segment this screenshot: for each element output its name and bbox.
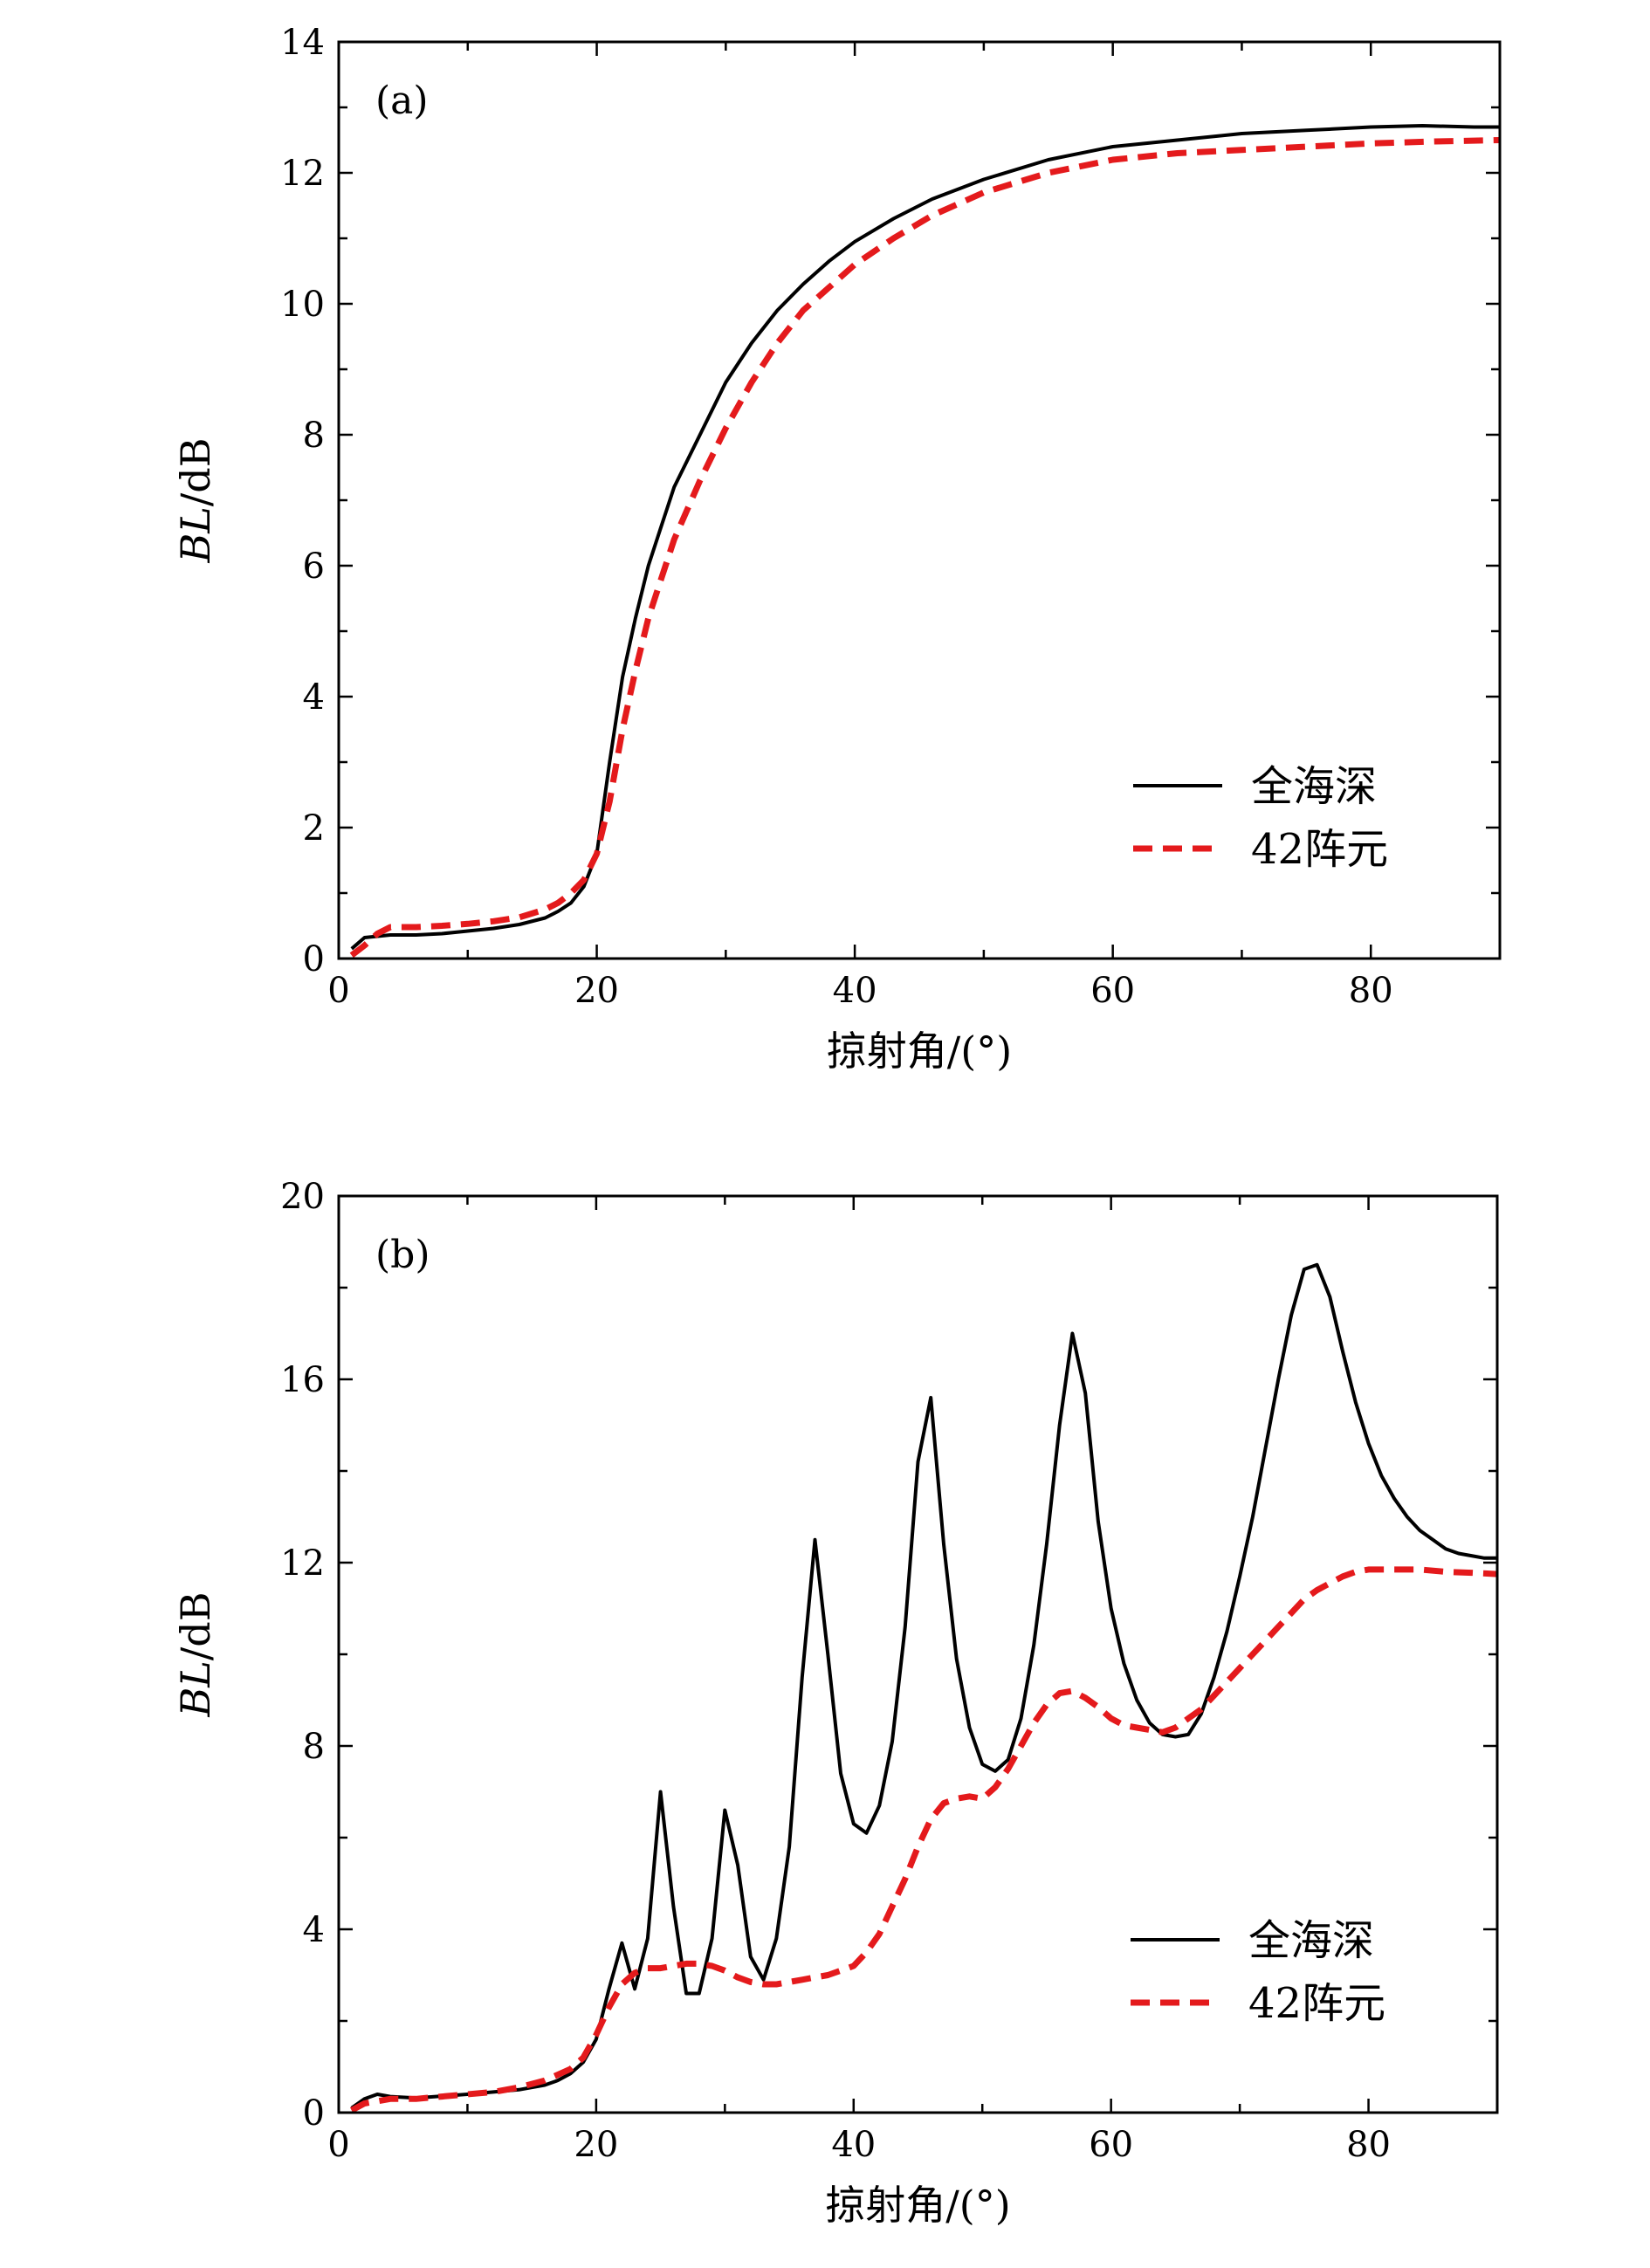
series-line-full-depth <box>350 124 1500 951</box>
y-tick-label: 16 <box>280 1360 325 1400</box>
x-tick-label: 0 <box>327 971 349 1011</box>
panel-b: 0 20 40 60 80 0 4 8 12 16 20 (b) 掠射角/(°) BL/dB 全海深 42阵元 <box>172 1177 1499 2229</box>
x-tick-label: 60 <box>1090 971 1135 1011</box>
x-tick-label: 40 <box>833 971 877 1011</box>
legend-label: 全海深 <box>1251 762 1377 811</box>
x-tick-label: 20 <box>574 2125 618 2165</box>
legend-label: 全海深 <box>1248 1916 1374 1965</box>
legend-label: 42阵元 <box>1251 825 1388 874</box>
y-axis-label: BL/dB <box>172 437 219 563</box>
x-axis-label: 掠射角/(°) <box>825 2182 1010 2229</box>
x-tick-label: 20 <box>574 971 619 1011</box>
y-tick-label: 0 <box>303 939 325 979</box>
y-axis-label: BL/dB <box>172 1591 219 1717</box>
y-tick-label: 4 <box>303 677 325 718</box>
plot-frame <box>337 40 1502 960</box>
x-axis-label: 掠射角/(°) <box>827 1027 1012 1075</box>
series-line-array-42 <box>349 137 1501 959</box>
y-tick-label: 12 <box>280 1543 325 1584</box>
y-tick-label: 20 <box>280 1177 325 1217</box>
y-axis-label-symbol: BL <box>172 1660 219 1717</box>
plot-frame <box>337 1194 1499 2114</box>
panel-a: 0 20 40 60 80 0 2 4 6 8 10 12 14 (a) 掠射角/(°) BL/dB 全海深 42… <box>172 23 1502 1075</box>
x-tick-label: 80 <box>1349 971 1393 1011</box>
panel-label: (a) <box>375 79 429 123</box>
x-tick-label: 0 <box>327 2125 349 2165</box>
y-tick-label: 10 <box>280 285 325 325</box>
x-tick-label: 40 <box>831 2125 876 2165</box>
series-line-array-42 <box>350 1566 1498 2113</box>
x-tick-label: 80 <box>1346 2125 1391 2165</box>
y-tick-label: 14 <box>280 23 325 63</box>
y-axis-label-unit: /dB <box>172 437 219 506</box>
series-line-full-depth <box>350 1262 1497 2110</box>
y-tick-label: 6 <box>303 546 325 587</box>
y-tick-label: 4 <box>303 1910 325 1950</box>
y-axis-label-symbol: BL <box>172 506 219 563</box>
y-axis-label-unit: /dB <box>172 1591 219 1660</box>
legend-label: 42阵元 <box>1248 1979 1385 2028</box>
y-tick-label: 0 <box>303 2093 325 2134</box>
y-tick-label: 12 <box>280 154 325 194</box>
y-tick-label: 8 <box>303 416 325 456</box>
x-tick-label: 60 <box>1089 2125 1133 2165</box>
y-tick-label: 2 <box>303 808 325 849</box>
panel-label: (b) <box>375 1233 430 1277</box>
y-tick-label: 8 <box>303 1727 325 1767</box>
